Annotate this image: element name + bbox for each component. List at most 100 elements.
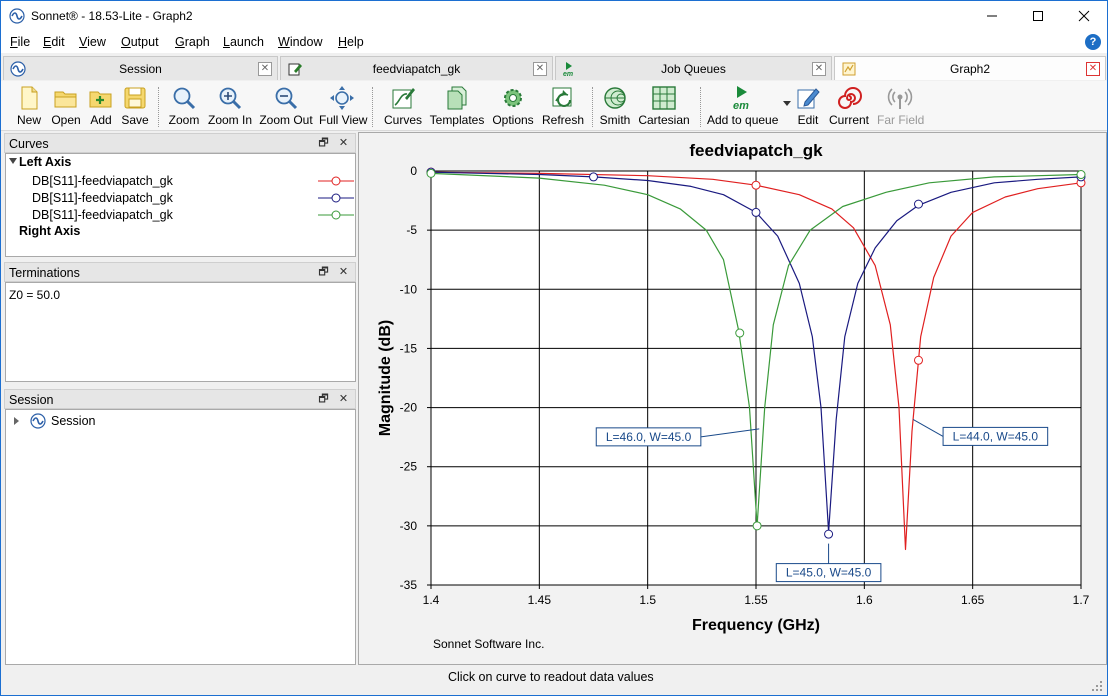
curve-item[interactable]: DB[S11]-feedviapatch_gk: [6, 207, 355, 224]
resize-grip-icon[interactable]: [1091, 680, 1103, 692]
status-bar: Click on curve to readout data values: [1, 667, 1107, 695]
tab-job-queues[interactable]: em Job Queues ✕: [555, 56, 832, 80]
float-icon[interactable]: 🗗: [318, 266, 329, 278]
menu-launch[interactable]: Launch: [223, 35, 265, 49]
edit-button[interactable]: Edit: [795, 85, 821, 129]
curves-icon: [392, 88, 415, 109]
tab-bar: Session ✕ feedviapatch_gk ✕ em Job Queue…: [1, 56, 1107, 80]
menu-view[interactable]: View: [79, 35, 106, 49]
graph-footer: Sonnet Software Inc.: [433, 637, 544, 651]
dropdown-arrow-icon[interactable]: [783, 101, 791, 106]
menu-output[interactable]: Output: [121, 35, 159, 49]
close-icon[interactable]: ✕: [338, 393, 349, 405]
refresh-icon: [552, 87, 572, 107]
zoom-out-button[interactable]: Zoom Out: [259, 85, 313, 129]
termination-value: Z0 = 50.0: [9, 288, 61, 302]
title-bar: Sonnet® - 18.53-Lite - Graph2: [1, 1, 1107, 31]
terminations-panel: Terminations 🗗 ✕ Z0 = 50.0: [4, 262, 356, 383]
callout-box: [942, 426, 1049, 446]
tab-project[interactable]: feedviapatch_gk ✕: [280, 56, 553, 80]
zoom-in-button[interactable]: Zoom In: [207, 85, 253, 129]
terminations-body: Z0 = 50.0: [5, 282, 356, 382]
y-tick-label: -20: [400, 401, 418, 415]
tab-close-icon[interactable]: ✕: [258, 62, 272, 76]
data-marker: [752, 521, 762, 531]
tab-close-icon[interactable]: ✕: [533, 62, 547, 76]
new-file-icon: [21, 86, 38, 110]
edit-pencil-icon: [797, 88, 820, 109]
templates-button[interactable]: Templates: [429, 85, 485, 129]
svg-text:em: em: [563, 71, 573, 77]
open-button[interactable]: Open: [49, 85, 83, 129]
y-tick-label: -35: [400, 578, 418, 592]
x-axis-label: Frequency (GHz): [692, 617, 820, 634]
menu-graph[interactable]: Graph: [175, 35, 210, 49]
current-button[interactable]: Current: [827, 85, 871, 129]
zoom-button[interactable]: Zoom: [167, 85, 201, 129]
callout-leader: [700, 428, 760, 438]
collapse-arrow-icon[interactable]: [14, 417, 19, 425]
menu-file[interactable]: File: [10, 35, 31, 49]
curve-item[interactable]: DB[S11]-feedviapatch_gk: [6, 173, 355, 190]
smith-button[interactable]: Smith: [599, 85, 631, 129]
minimize-button[interactable]: [969, 1, 1015, 31]
tab-label: feedviapatch_gk: [372, 62, 461, 76]
x-tick-label: 1.4: [423, 593, 440, 607]
menu-bar: File Edit View Output Graph Launch Windo…: [1, 31, 1107, 53]
callout-label: L=44.0, W=45.0: [953, 429, 1039, 443]
menu-edit[interactable]: Edit: [43, 35, 65, 49]
y-tick-label: -15: [400, 341, 418, 355]
series-line-2: [431, 171, 1081, 533]
y-tick-label: -25: [400, 460, 418, 474]
tab-label: Graph2: [949, 62, 991, 76]
sonnet-wave-icon: [10, 61, 26, 77]
s11-chart[interactable]: 1.4 1.45 1.5 1.55 1.6 1.65 1.7 0 -5 -10 -15 -20 -25 -…: [359, 133, 1106, 664]
float-icon[interactable]: 🗗: [318, 393, 329, 405]
close-button[interactable]: [1061, 1, 1107, 31]
add-button[interactable]: Add: [87, 85, 115, 129]
y-tick-label: -30: [400, 519, 418, 533]
curve-item[interactable]: DB[S11]-feedviapatch_gk: [6, 190, 355, 207]
close-icon[interactable]: ✕: [338, 137, 349, 149]
session-item[interactable]: Session: [51, 414, 96, 428]
curve-swatch-blue: [318, 193, 354, 203]
menu-help[interactable]: Help: [338, 35, 364, 49]
menu-window[interactable]: Window: [278, 35, 323, 49]
far-field-button[interactable]: Far Field: [877, 85, 924, 129]
templates-icon: [447, 86, 467, 110]
em-icon: em: [563, 62, 573, 77]
add-to-queue-button[interactable]: em Add to queue: [707, 85, 778, 129]
tab-session[interactable]: Session ✕: [3, 56, 278, 80]
expand-arrow-icon[interactable]: [9, 158, 17, 164]
full-view-button[interactable]: Full View: [319, 85, 367, 129]
series-line-1: [431, 171, 1081, 551]
data-marker: [914, 355, 923, 365]
tab-close-icon[interactable]: ✕: [812, 62, 826, 76]
callout-box: [595, 427, 702, 447]
curves-button[interactable]: Curves: [382, 85, 424, 129]
sonnet-wave-icon: [9, 8, 25, 24]
help-icon[interactable]: ?: [1085, 34, 1101, 50]
cartesian-button[interactable]: Cartesian: [638, 85, 690, 129]
maximize-icon: [1033, 11, 1043, 21]
x-tick-label: 1.7: [1073, 593, 1090, 607]
float-icon[interactable]: 🗗: [318, 137, 329, 149]
save-button[interactable]: Save: [119, 85, 151, 129]
em-run-icon: em: [733, 86, 749, 111]
callout-leader: [912, 418, 944, 437]
options-button[interactable]: Options: [491, 85, 535, 129]
smith-chart-icon: [604, 87, 626, 109]
session-panel-header: Session 🗗 ✕: [4, 389, 356, 409]
terminations-panel-header: Terminations 🗗 ✕: [4, 262, 356, 282]
callout-box: [775, 563, 882, 583]
refresh-button[interactable]: Refresh: [541, 85, 585, 129]
tab-close-icon[interactable]: ✕: [1086, 62, 1100, 76]
toolbar-separator: [592, 87, 593, 127]
minimize-icon: [987, 15, 997, 17]
close-icon[interactable]: ✕: [338, 266, 349, 278]
new-button[interactable]: New: [13, 85, 45, 129]
graph-area: 1.4 1.45 1.5 1.55 1.6 1.65 1.7 0 -5 -10 -15 -20 -25 -…: [358, 132, 1107, 665]
tab-graph2[interactable]: Graph2 ✕: [834, 56, 1106, 80]
curve-swatch-red: [318, 176, 354, 186]
maximize-button[interactable]: [1015, 1, 1061, 31]
